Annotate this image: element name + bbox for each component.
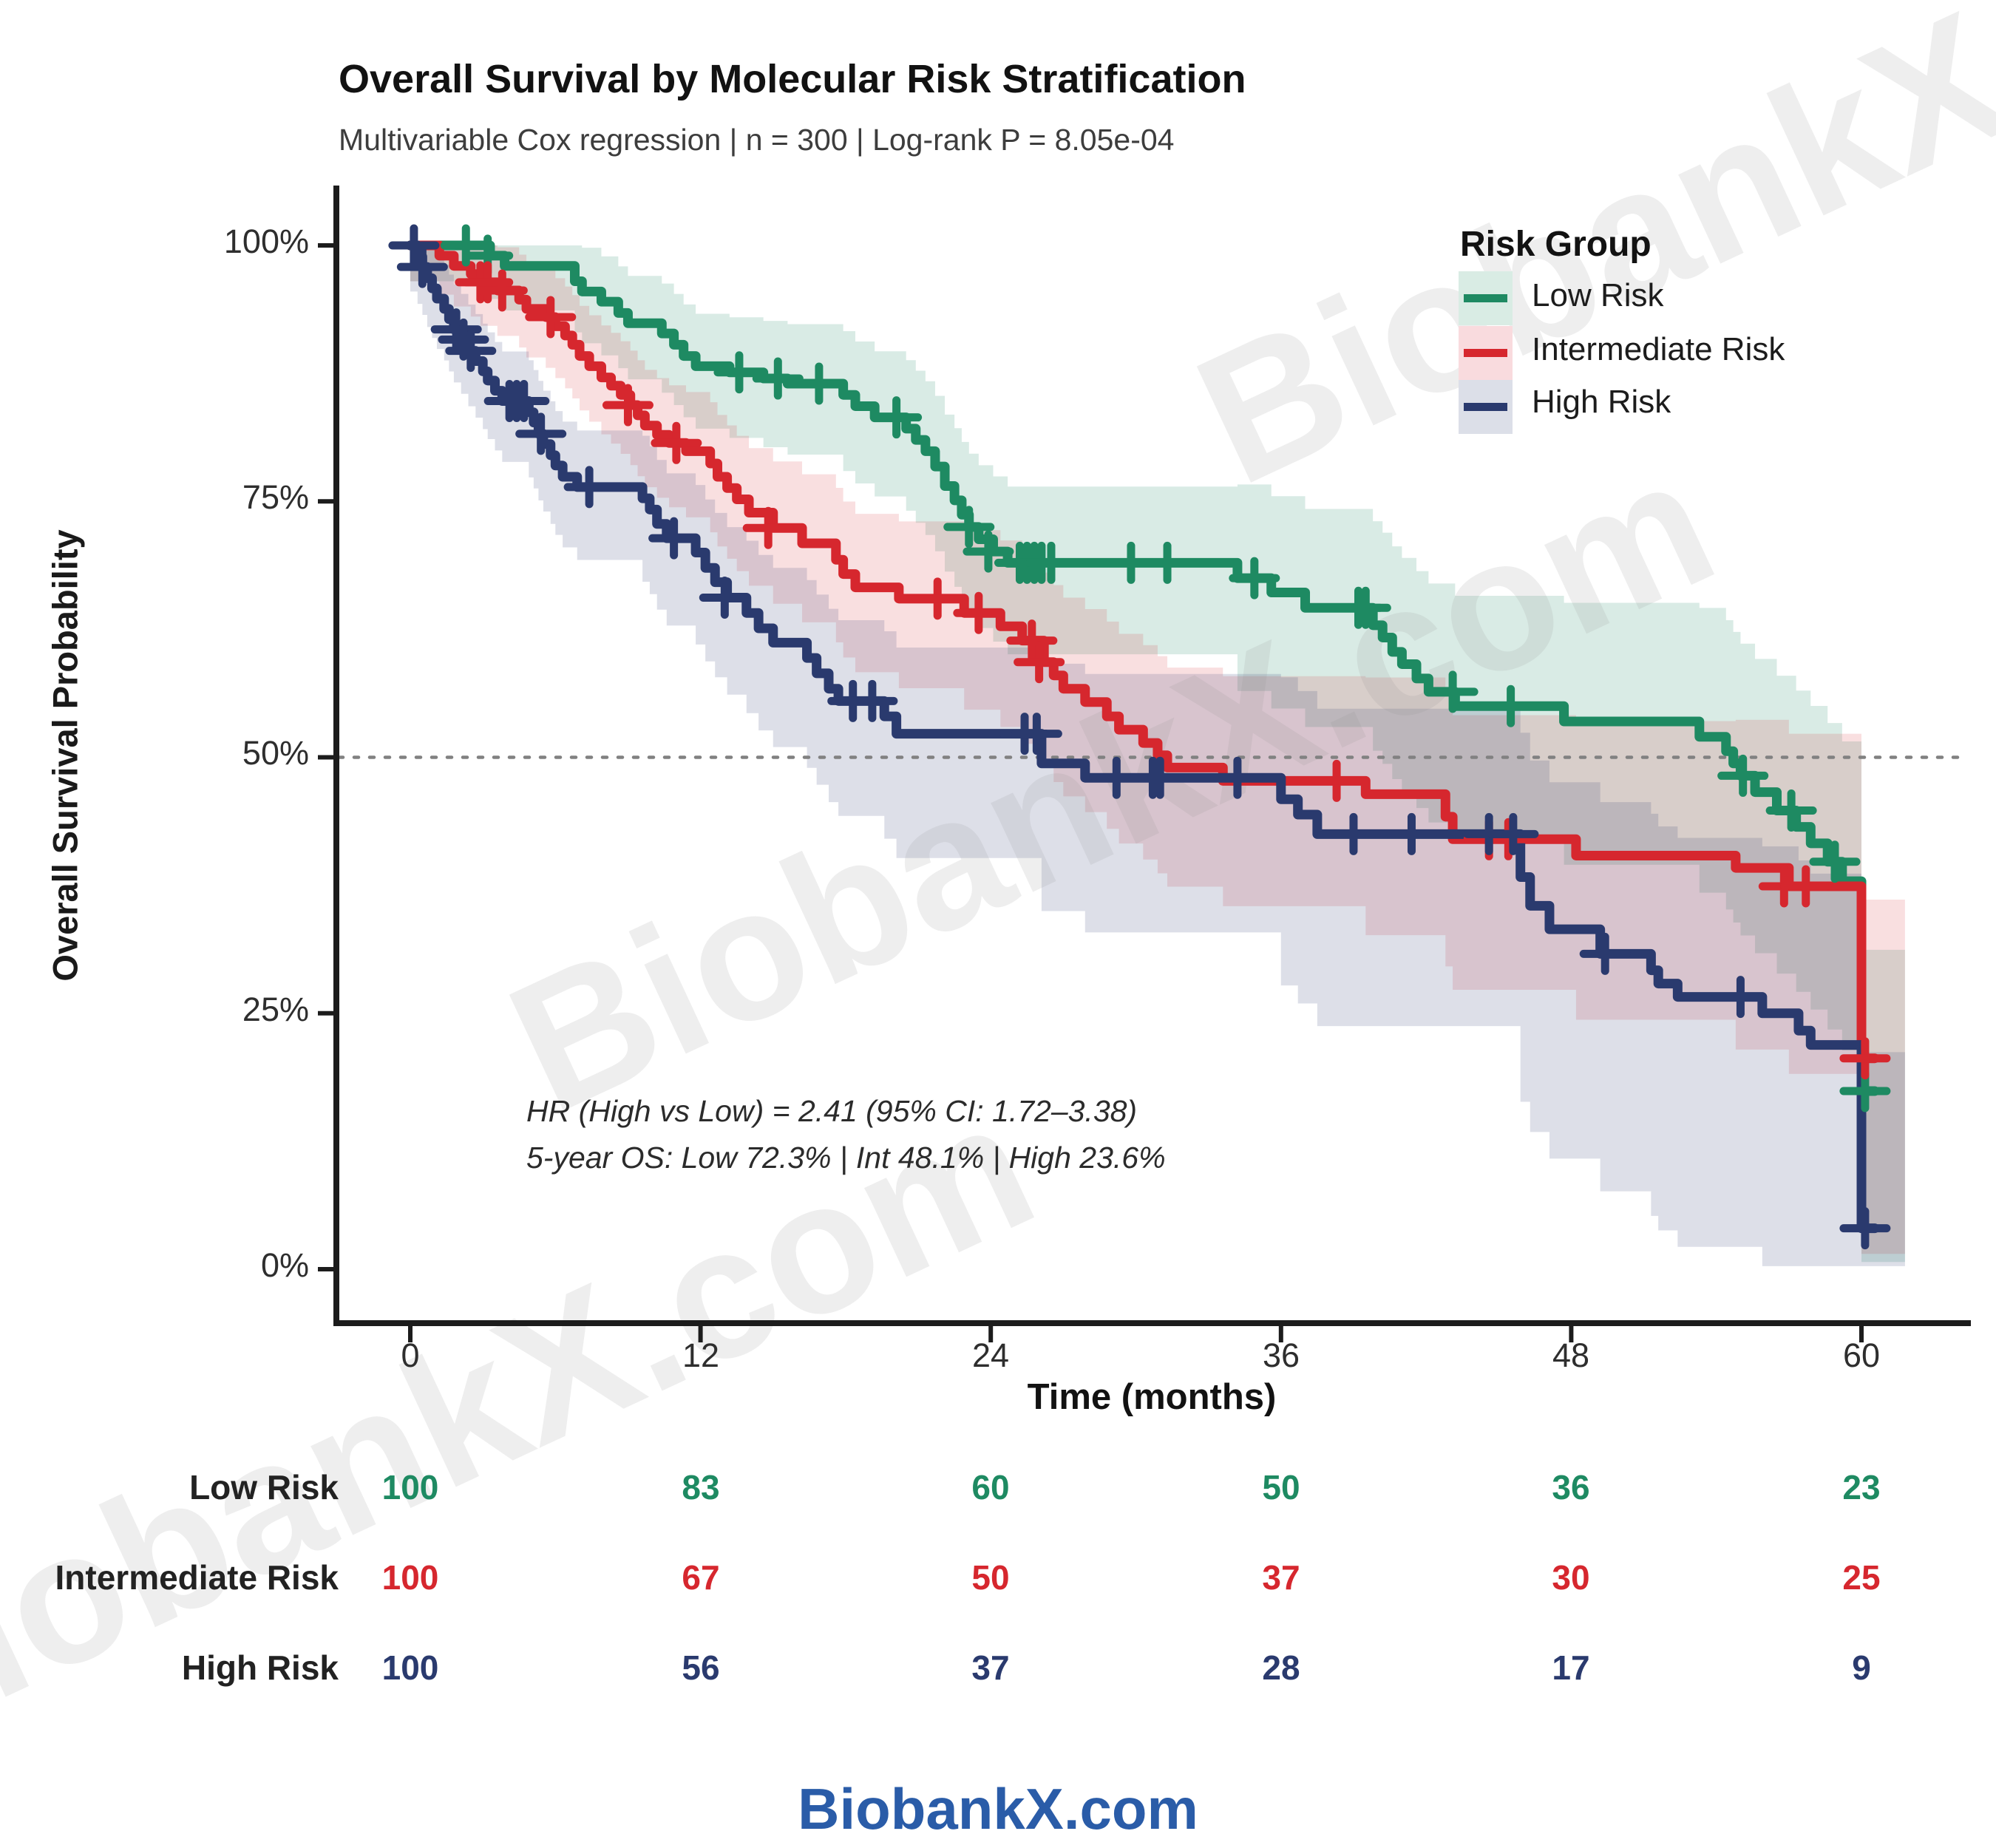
at-risk-count: 36 (1552, 1468, 1590, 1506)
five-year-os-annotation: 5-year OS: Low 72.3% | Int 48.1% | High … (526, 1141, 1166, 1175)
y-axis-label: Overall Survival Probability (45, 529, 85, 982)
risk-table-row-label: High Risk (181, 1648, 339, 1687)
axes (318, 186, 1971, 1342)
at-risk-count: 100 (381, 1648, 439, 1687)
y-tick-label: 0% (260, 1246, 309, 1284)
y-tick-label: 100% (223, 222, 309, 260)
at-risk-count: 56 (682, 1648, 720, 1687)
at-risk-count: 37 (971, 1648, 1010, 1687)
legend-item-intermediate-risk: Intermediate Risk (1532, 331, 1785, 367)
at-risk-count: 50 (971, 1558, 1010, 1597)
at-risk-count: 100 (381, 1558, 439, 1597)
y-tick-label: 25% (242, 991, 309, 1028)
y-tick-label: 50% (242, 734, 309, 772)
at-risk-count: 9 (1852, 1648, 1871, 1687)
x-tick-label: 60 (1842, 1336, 1881, 1374)
x-tick-label: 48 (1552, 1336, 1590, 1374)
censor-marks (388, 224, 1891, 1250)
x-tick-label: 12 (682, 1336, 720, 1374)
legend-line-intermediate-risk (1464, 349, 1507, 357)
at-risk-count: 37 (1262, 1558, 1300, 1597)
at-risk-count: 17 (1552, 1648, 1590, 1687)
page-subtitle: Multivariable Cox regression | n = 300 |… (339, 123, 1175, 157)
at-risk-count: 28 (1262, 1648, 1300, 1687)
page-title: Overall Survival by Molecular Risk Strat… (339, 57, 1246, 101)
y-tick-label: 75% (242, 478, 309, 516)
legend-swatch-intermediate-risk (1459, 326, 1513, 380)
site-footer-link[interactable]: BiobankX.com (798, 1776, 1198, 1841)
at-risk-count: 100 (381, 1468, 439, 1506)
x-tick-label: 0 (401, 1336, 420, 1374)
risk-table-row-label: Low Risk (189, 1468, 339, 1506)
at-risk-count: 83 (682, 1468, 720, 1506)
legend-line-low-risk (1464, 294, 1507, 302)
legend-title: Risk Group (1460, 225, 1652, 264)
at-risk-count: 25 (1842, 1558, 1881, 1597)
at-risk-count: 50 (1262, 1468, 1300, 1506)
legend-line-high-risk (1464, 403, 1507, 411)
at-risk-count: 30 (1552, 1558, 1590, 1597)
at-risk-count: 60 (971, 1468, 1010, 1506)
risk-table-row-label: Intermediate Risk (55, 1558, 339, 1597)
legend-item-high-risk: High Risk (1532, 384, 1671, 420)
x-axis-label: Time (months) (1027, 1377, 1277, 1417)
x-tick-label: 36 (1262, 1336, 1300, 1374)
legend-swatch-low-risk (1459, 271, 1513, 325)
hazard-ratio-annotation: HR (High vs Low) = 2.41 (95% CI: 1.72–3.… (526, 1094, 1138, 1128)
x-tick-label: 24 (971, 1336, 1010, 1374)
at-risk-count: 67 (682, 1558, 720, 1597)
legend-swatch-high-risk (1459, 380, 1513, 434)
legend-item-low-risk: Low Risk (1532, 277, 1664, 313)
at-risk-count: 23 (1842, 1468, 1881, 1506)
